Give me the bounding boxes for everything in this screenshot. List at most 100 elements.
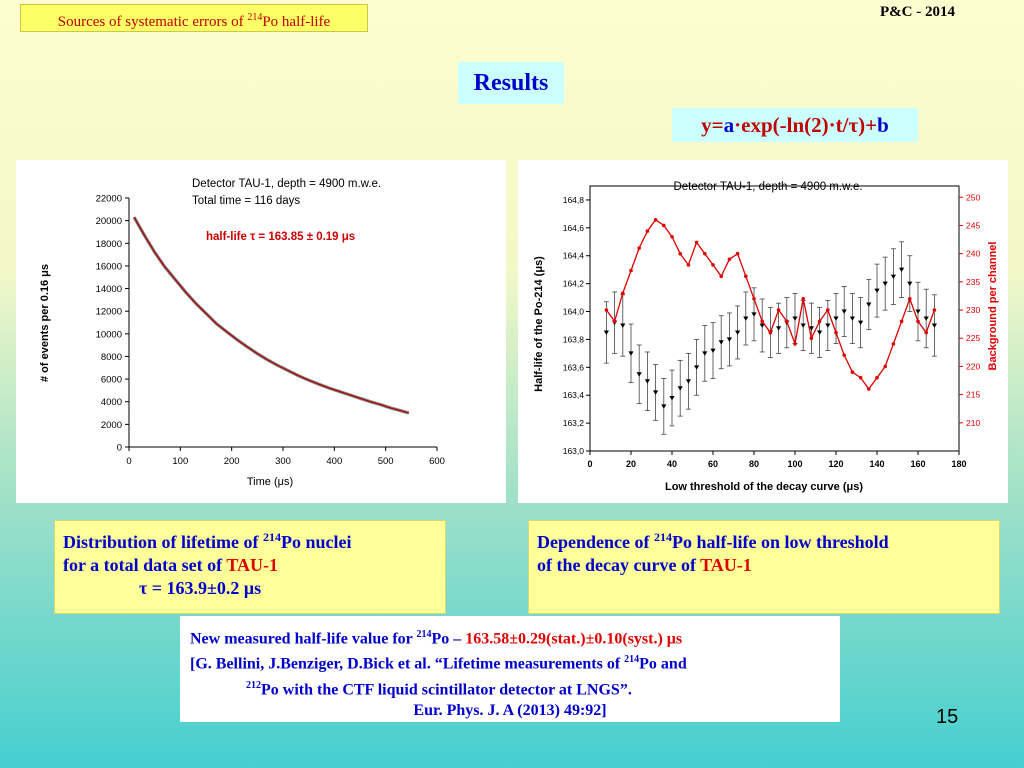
chart2-y2-tick-label: 250 [966, 192, 980, 202]
chart2-background-point [809, 336, 814, 341]
chart2-halflife-point [653, 390, 659, 395]
chart2-halflife-point [866, 302, 872, 307]
cap-left-l1-prefix: Distribution of lifetime of [63, 532, 263, 552]
chart2-background-point [826, 308, 830, 312]
chart2-halflife-point [858, 320, 864, 326]
chart2-halflife-point [702, 351, 708, 356]
chart2-halflife-point [726, 337, 732, 342]
chart2-background-point [891, 342, 896, 346]
chart2-y-tick-label: 164,0 [563, 307, 585, 317]
chart2-halflife-point [792, 316, 798, 321]
chart1-subtitle: Total time = 116 days [192, 195, 300, 207]
chart2-y2label: Background per channel [987, 242, 999, 371]
caption-right: Dependence of 214Po half-life on low thr… [528, 520, 1000, 614]
chart1-x-tick-label: 400 [326, 456, 342, 467]
chart2-background-point [621, 291, 625, 295]
chart2-background-point [793, 342, 797, 346]
chart1-x-tick-label: 100 [172, 456, 188, 467]
ref-l1-prefix: New measured half-life value for [190, 630, 417, 648]
decay-curve-chart: 0 100 200 300 400 500 600020004000600080001000… [39, 178, 445, 488]
chart2-halflife-point [743, 316, 749, 321]
chart2-background-point [875, 375, 879, 380]
chart1-y-tick-label: 2000 [101, 420, 122, 431]
chart1-y-tick-label: 18000 [96, 239, 122, 250]
chart2-background-point [817, 319, 822, 324]
chart2-y2-tick-label: 240 [966, 249, 980, 259]
formula-a: a [723, 113, 735, 137]
chart2-background-point [867, 387, 871, 391]
cap-right-l1-suffix: Po half-life on low threshold [671, 532, 889, 552]
chart2-background-point [711, 263, 715, 267]
chart2-halflife-point [759, 323, 765, 328]
chart2-background-point [801, 296, 805, 301]
ref-l3-sup: 212 [246, 679, 261, 691]
chart2-halflife-point [882, 281, 888, 287]
chart2-background-point [932, 308, 937, 312]
ref-l1-value: 163.58±0.29 [465, 630, 547, 648]
chart2-frame [589, 185, 960, 452]
topic-prefix: Sources of systematic errors of [57, 14, 248, 30]
chart2-background-point [842, 353, 846, 357]
chart2-x-tick-label: 0 [587, 459, 592, 469]
chart2-halflife-point [710, 348, 716, 353]
chart2-y2-tick-label: 215 [966, 390, 980, 400]
chart1-y-tick-label: 22000 [96, 194, 122, 205]
formula-y: y= [701, 113, 724, 137]
chart2-x-tick-label: 120 [828, 459, 843, 469]
chart2-background-point [744, 274, 748, 279]
chart2-halflife-point [644, 379, 650, 384]
chart2-background-point [629, 268, 633, 273]
chart2-xlabel: Low threshold of the decay curve (μs) [665, 481, 863, 493]
chart2-background-point [670, 234, 674, 239]
chart2-y-tick-label: 163,2 [563, 418, 585, 428]
threshold-dependence-panel: 0 20 40 60 80 100 120 140 160 180 163,0 163,2 163,4 1… [518, 160, 1008, 503]
chart1-y-tick-label: 12000 [96, 307, 122, 318]
chart2-background-point [924, 330, 928, 335]
conference-label: P&C - 2014 [880, 4, 955, 20]
chart1-annotation: half-life τ = 163.85 ± 0.19 μs [206, 231, 355, 243]
chart2-background-point [834, 330, 838, 335]
chart2-background-point [653, 218, 658, 222]
chart2-y2-tick-label: 225 [966, 333, 980, 343]
chart2-halflife-point [776, 326, 782, 331]
chart2-halflife-point [677, 386, 683, 391]
formula-plus: )+ [858, 113, 878, 137]
cap-right-l1-prefix: Dependence of [537, 532, 654, 552]
topic-banner: Sources of systematic errors of 214Po ha… [20, 4, 368, 32]
chart2-halflife-point [849, 316, 855, 321]
chart2-y-tick-label: 164,8 [563, 195, 585, 205]
chart2-x-tick-label: 40 [667, 459, 677, 469]
chart1-x-tick-label: 600 [429, 456, 445, 467]
cap-left-value: τ = 163.9±0.2 μs [139, 578, 262, 598]
chart1-ylabel: # of events per 0.16 μs [39, 264, 51, 382]
cap-left-detector: TAU-1 [226, 555, 278, 575]
caption-left: Distribution of lifetime of 214Po nuclei… [54, 520, 446, 614]
chart2-halflife-point [915, 309, 921, 314]
ref-l1-sup: 214 [416, 629, 432, 640]
ref-l2-prefix: [G. Bellini, J.Benziger, D.Bick et al. “… [190, 655, 625, 673]
chart2-x-tick-label: 140 [869, 459, 884, 469]
ref-l1-suffix: (stat.)±0.10(syst.) μs [546, 630, 683, 648]
chart2-y2-tick-label: 245 [966, 220, 980, 230]
results-title: Results [458, 62, 564, 104]
chart2-y-tick-label: 163,4 [563, 390, 585, 400]
chart2-background-point [916, 319, 920, 324]
chart2-background-point [645, 229, 650, 233]
chart2-background-point [694, 240, 699, 245]
chart2-background-point [703, 251, 707, 256]
chart1-y-tick-label: 6000 [101, 375, 122, 386]
chart2-x-tick-label: 160 [910, 459, 925, 469]
topic-sup: 214 [247, 12, 263, 23]
chart2-background-point [908, 296, 912, 301]
threshold-dependence-chart: 0 20 40 60 80 100 120 140 160 180 163,0 163,2 163,4 1… [533, 181, 999, 493]
chart2-background-point [719, 274, 723, 279]
chart2-halflife-point [874, 288, 880, 294]
chart1-data-band [132, 216, 410, 415]
chart1-y-tick-label: 14000 [96, 284, 122, 295]
chart2-halflife-point [817, 330, 823, 335]
chart2-halflife-point [694, 365, 700, 370]
chart2-y2-tick-label: 220 [966, 361, 980, 371]
cap-left-l1-suffix: Po nuclei [280, 532, 352, 552]
chart2-y-tick-label: 163,0 [563, 446, 585, 456]
chart2-halflife-point [907, 281, 913, 287]
